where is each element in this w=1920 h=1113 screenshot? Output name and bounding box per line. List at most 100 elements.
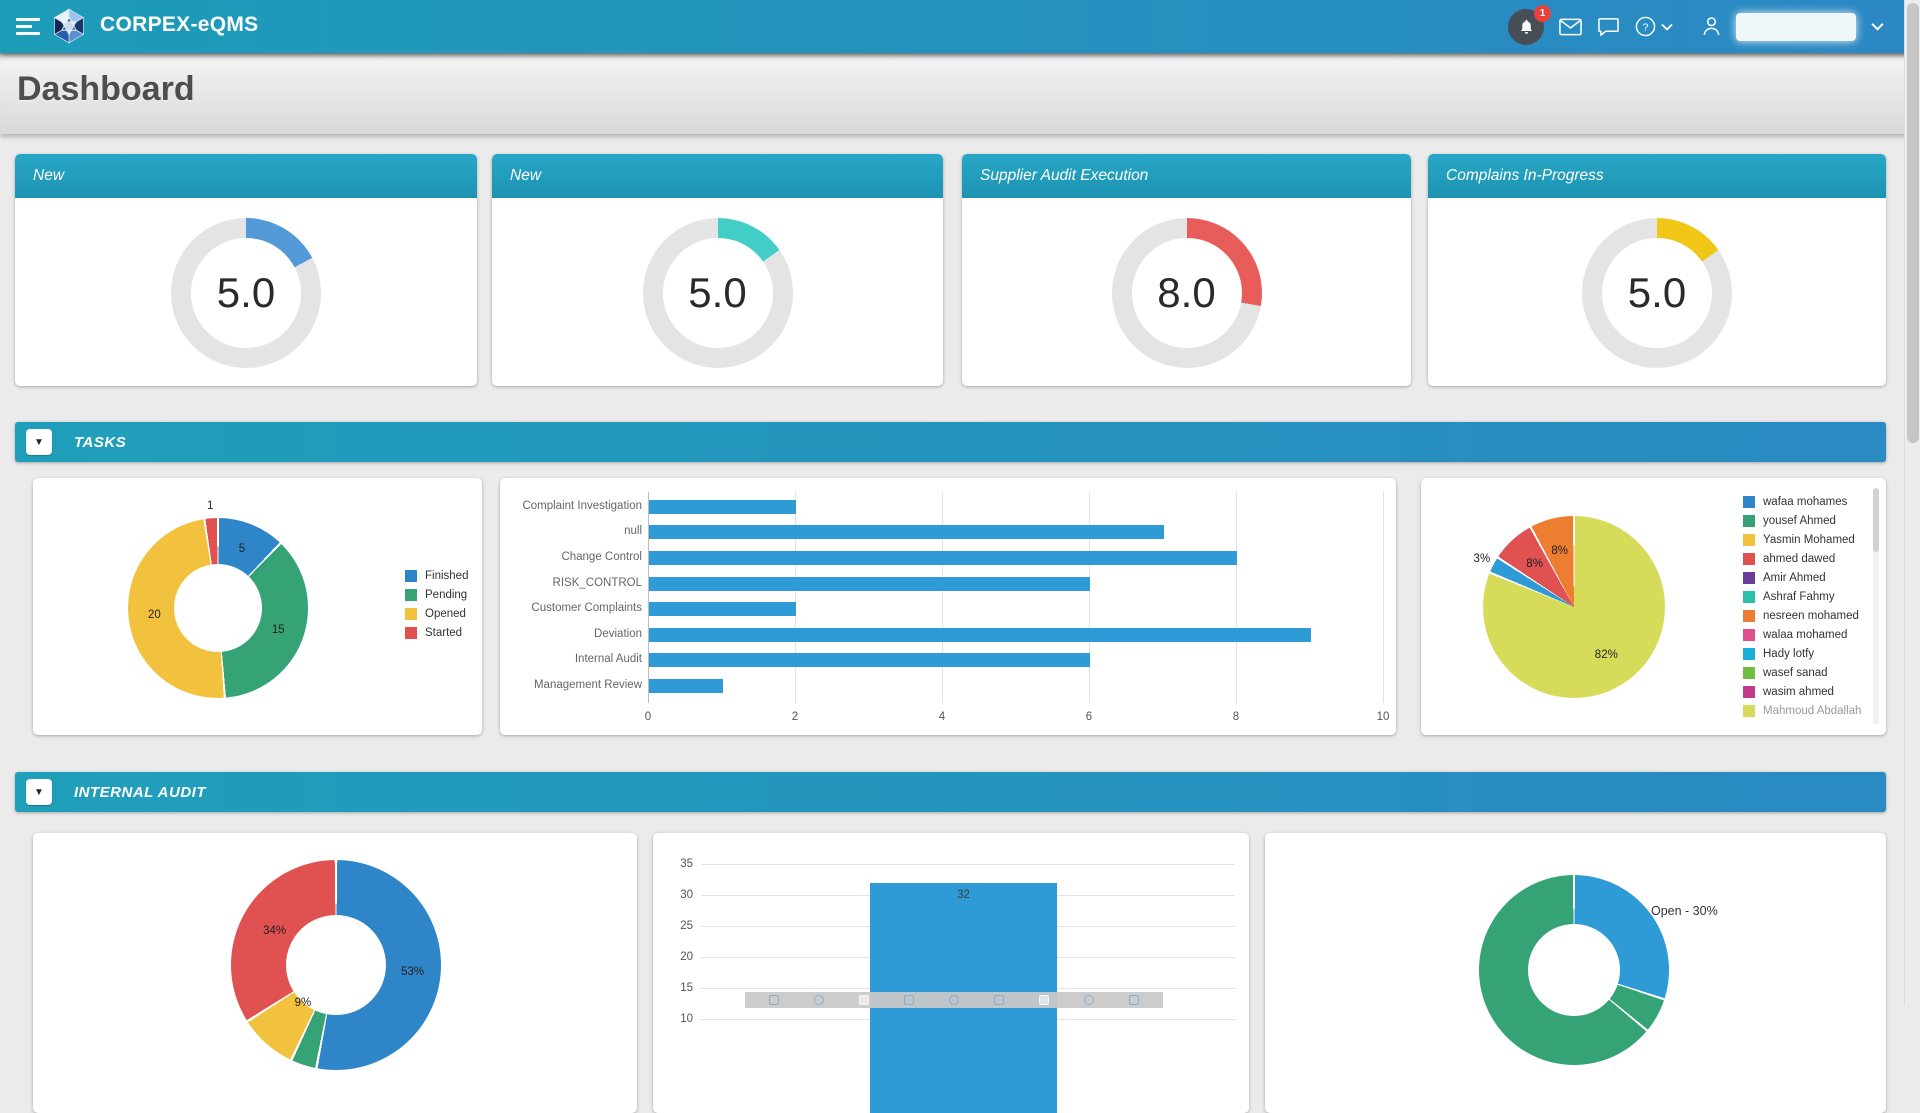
page-scrollbar-thumb[interactable] [1907,3,1919,443]
bar-category-label: Change Control [561,551,642,563]
card-title: New [510,167,542,184]
legend-swatch [1743,704,1755,717]
donut-hole [286,915,386,1015]
gauge-hole: 8.0 [1131,238,1242,348]
audit-status-donut-chart: 53% 9% 34% [231,860,441,1070]
bar-value-label: 32 [957,888,970,901]
legend-item: wafaa mohames [1743,492,1861,511]
bar [649,653,1090,668]
audit-open-donut-chart [1479,875,1669,1065]
slice-label: 9% [294,996,312,1009]
legend-scrollbar[interactable] [1873,488,1879,724]
kpi-card-new-2: New 5.0 [492,154,943,386]
legend-item: Amir Ahmed [1743,568,1861,587]
legend-item: walaa mohamed [1743,625,1861,644]
gauge-chart: 8.0 [1111,218,1262,368]
x-tick-label: 2 [791,710,799,723]
page-title: Dashboard [17,70,195,108]
tasks-assignee-pie-card: 82% 3% 8% 8% wafaa mohames yousef Ahmed Yasmi… [1421,478,1886,735]
chat-icon[interactable] [1597,17,1620,37]
gauge-hole: 5.0 [191,238,301,348]
page-scrollbar[interactable] [1904,0,1920,1006]
section-title: INTERNAL AUDIT [74,783,206,801]
legend-item: Mahmoud Abdallah [1743,701,1861,720]
legend-swatch [1743,666,1755,679]
gauge-value: 8.0 [1157,269,1216,316]
toolbar-icon [1084,995,1095,1005]
y-tick-label: 30 [680,889,693,901]
navbar: CORPEX-eQMS 1 ? [0,0,1920,53]
gridline [701,864,1235,865]
legend-item: Yasmin Mohamed [1743,530,1861,549]
legend-swatch [1743,647,1755,660]
bell-icon[interactable]: 1 [1508,4,1551,45]
legend-swatch [1743,628,1755,641]
bar [649,576,1090,591]
toolbar-icon [813,995,824,1005]
bar-category-label: Management Review [533,679,642,691]
slice-label: 1 [206,500,214,513]
slice-label: 8% [1551,544,1569,557]
legend-label: Yasmin Mohamed [1763,533,1855,546]
y-tick-label: 10 [680,1013,693,1025]
chevron-down-icon[interactable] [1871,22,1884,31]
tasks-status-donut-card: 5 15 20 1 Finished Pending Opened Started [33,478,482,735]
slice-label: 20 [148,609,161,622]
legend-swatch [405,607,417,620]
legend-item: Ashraf Fahmy [1743,587,1861,606]
slice-label: 53% [401,966,425,979]
y-tick-label: 35 [680,858,693,870]
collapse-internal-audit-button[interactable]: ▼ [26,779,52,805]
legend-item: wasim ahmed [1743,682,1861,701]
slice-label: 8% [1526,558,1543,571]
legend-swatch [1743,590,1755,603]
bar-category-label: Customer Complaints [531,602,642,615]
help-icon: ? [1635,16,1656,37]
card-header: New [492,154,943,198]
toolbar-icon [948,995,959,1005]
legend-swatch [1743,495,1755,508]
section-title: TASKS [74,433,127,451]
chart-toolbar[interactable] [745,992,1163,1008]
gauge-value: 5.0 [216,269,276,316]
slice-label: 34% [263,925,287,938]
x-tick-label: 4 [938,710,946,723]
gridline [942,492,943,703]
legend-item: Finished [405,566,468,585]
gridline [1236,492,1237,703]
legend-label: nesreen mohamed [1763,609,1859,622]
legend-swatch [1743,552,1755,565]
mail-icon[interactable] [1559,18,1582,36]
tasks-status-legend: Finished Pending Opened Started [405,566,468,642]
legend-label: ahmed dawed [1763,552,1836,565]
y-axis-line [648,492,649,703]
bar-category-label: null [624,525,642,538]
x-tick-label: 8 [1232,710,1240,723]
gridline [1089,492,1090,703]
legend-item: Started [405,623,468,642]
legend-label: Hady lotfy [1763,647,1815,660]
collapse-tasks-button[interactable]: ▼ [26,429,52,455]
section-header-internal-audit: ▼ INTERNAL AUDIT [15,772,1886,812]
bar [649,499,796,514]
bar [649,551,1237,565]
gauge-hole: 5.0 [662,238,773,348]
tasks-type-bar-chart: 0 2 4 6 8 10 Complaint Investigation null Change… [500,478,1396,735]
donut-hole [174,564,262,652]
username-area[interactable] [1736,12,1856,41]
slice-label: 82% [1594,649,1618,662]
legend-label: Mahmoud Abdallah [1763,704,1862,717]
y-tick-label: 15 [680,982,693,994]
legend-label: Finished [425,569,469,582]
brand-title: CORPEX-eQMS [100,13,259,36]
help-menu[interactable]: ? [1635,16,1673,37]
audit-count-bar-chart: 35 30 25 20 15 10 32 [653,833,1249,1113]
bar-category-label: Deviation [594,627,642,640]
legend-item: yousef Ahmed [1743,511,1861,530]
gauge-chart: 5.0 [1582,218,1732,368]
legend-scrollbar-thumb[interactable] [1873,488,1879,552]
gridline [1383,492,1384,703]
user-icon[interactable] [1702,16,1721,37]
gridline [795,492,796,703]
menu-icon[interactable] [16,18,40,39]
